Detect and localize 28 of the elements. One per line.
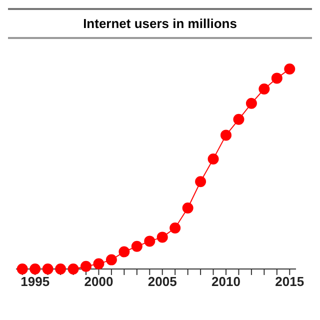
point	[30, 264, 41, 274]
point	[55, 264, 66, 274]
point	[246, 98, 257, 109]
point	[258, 84, 270, 94]
point	[93, 258, 104, 270]
point	[156, 232, 168, 243]
point	[106, 254, 117, 266]
x-tick-label: 2005	[148, 274, 177, 290]
point	[195, 176, 206, 188]
point	[170, 222, 181, 234]
x-tick-label: 2000	[84, 274, 114, 290]
point	[284, 64, 296, 74]
point	[118, 246, 130, 258]
point	[182, 202, 194, 214]
x-tick-label: 1995	[20, 274, 50, 290]
point	[68, 264, 79, 274]
chart-title: Internet users in millions	[8, 8, 312, 39]
point	[16, 264, 28, 274]
point	[220, 130, 232, 141]
point	[131, 240, 142, 252]
point	[233, 114, 244, 125]
x-tick-label: 2015	[275, 274, 304, 290]
point	[144, 236, 156, 247]
x-tick-label: 2010	[212, 274, 240, 290]
point	[208, 154, 219, 164]
point	[271, 72, 282, 84]
point	[80, 260, 92, 272]
point	[42, 264, 54, 274]
